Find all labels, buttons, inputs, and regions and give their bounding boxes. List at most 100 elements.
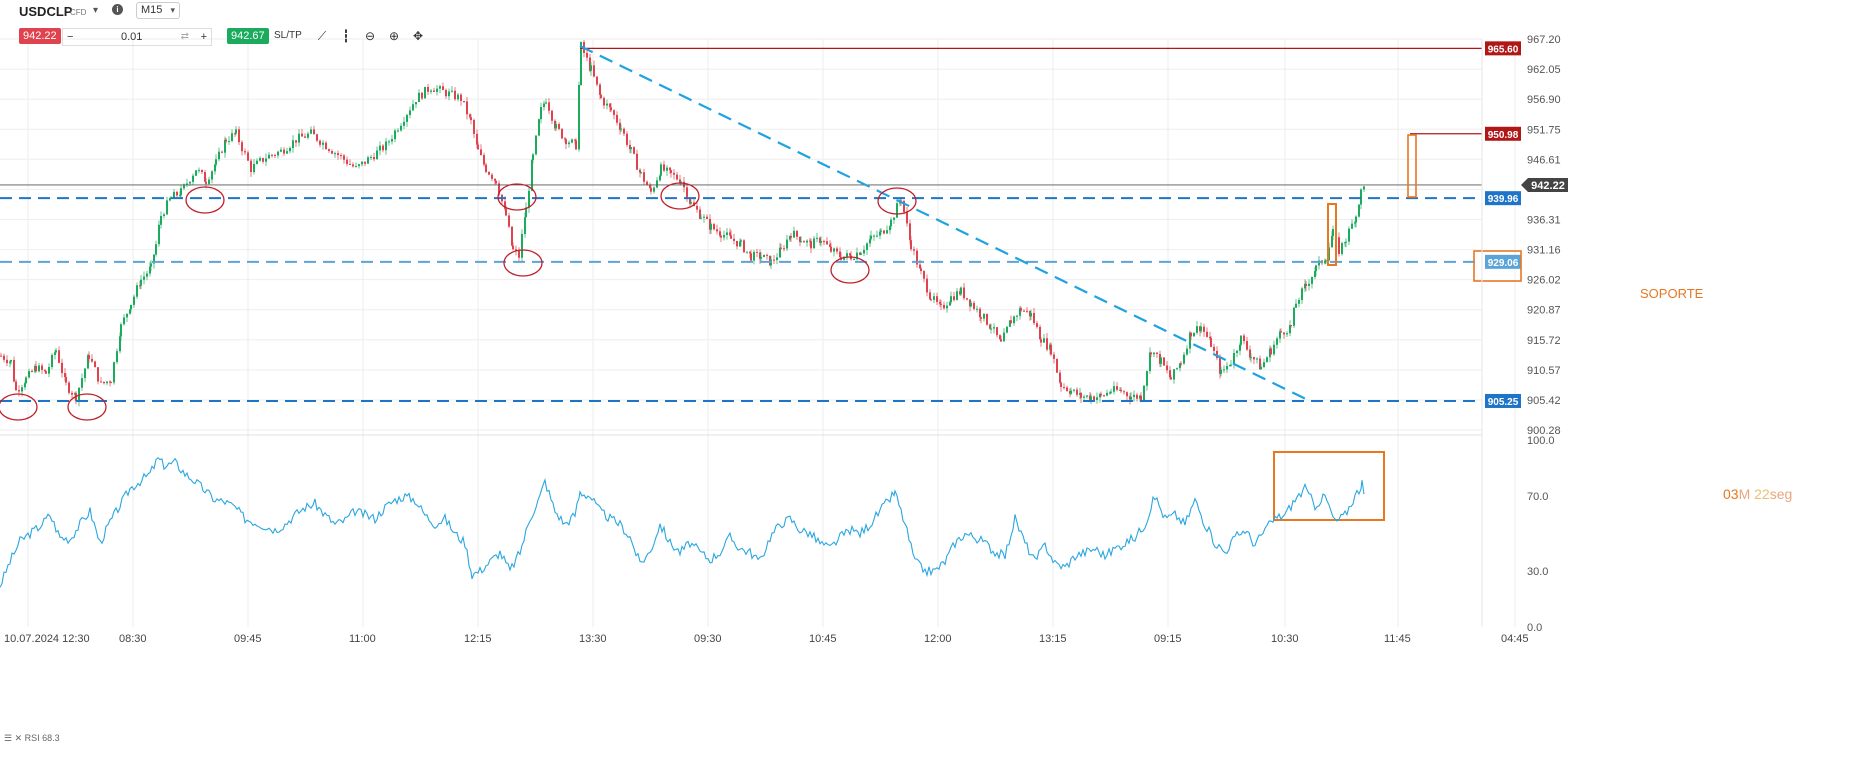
candle <box>301 133 303 137</box>
zoom-out-icon[interactable]: ⊖ <box>364 29 376 43</box>
sell-price-button[interactable]: 942.22 <box>19 28 61 44</box>
rsi-indicator-tag[interactable]: ☰ ✕ RSI 68.3 <box>4 733 60 743</box>
candle <box>1010 320 1012 324</box>
x-tick-label: 08:30 <box>119 633 147 645</box>
candle <box>893 217 895 220</box>
candle <box>1076 389 1078 395</box>
candle <box>195 170 197 176</box>
level-tag-text: 950.98 <box>1488 130 1519 141</box>
candle <box>926 278 928 293</box>
candle <box>283 149 285 154</box>
line-chart-icon[interactable]: ⟋ <box>317 29 327 43</box>
candle <box>400 125 402 131</box>
candle <box>650 187 652 192</box>
candle <box>21 387 23 392</box>
plus-button[interactable]: + <box>200 31 207 43</box>
candle <box>596 76 598 85</box>
rsi-line <box>0 457 1365 588</box>
candle <box>515 249 517 251</box>
candle <box>1270 348 1272 355</box>
current-price-text: 942.22 <box>1531 180 1565 192</box>
candle <box>238 129 240 143</box>
candle <box>1150 352 1152 355</box>
touch-circle <box>830 256 870 284</box>
candle <box>244 151 246 153</box>
candle <box>593 65 595 77</box>
candle <box>943 304 945 309</box>
candle <box>241 142 243 152</box>
candle <box>295 140 297 143</box>
minus-button[interactable]: − <box>67 31 74 43</box>
countdown-m: M <box>1738 486 1751 502</box>
candle-countdown: 03M 22seg <box>1723 486 1792 502</box>
candle <box>673 172 675 175</box>
candle <box>87 355 89 369</box>
quantity-stepper[interactable]: − 0.01 ⇄ + <box>62 28 212 46</box>
candle <box>68 382 70 393</box>
candle <box>1019 308 1021 316</box>
candle <box>713 224 715 230</box>
quantity-input[interactable]: 0.01 <box>121 31 143 43</box>
rsi-tick-label: 0.0 <box>1527 622 1542 634</box>
candle <box>1156 352 1158 354</box>
candle <box>1345 241 1347 243</box>
candle <box>1318 260 1320 266</box>
candle <box>913 249 915 251</box>
candle <box>10 360 12 362</box>
info-icon[interactable]: i <box>112 4 123 15</box>
candle <box>1093 396 1095 400</box>
candle <box>620 128 622 130</box>
candle <box>1209 336 1211 339</box>
candle <box>558 124 560 129</box>
candle <box>234 133 236 135</box>
candle <box>1256 358 1258 360</box>
candle <box>743 240 745 253</box>
swap-icon[interactable]: ⇄ <box>180 31 189 42</box>
buy-price-button[interactable]: 942.67 <box>227 28 269 44</box>
candle <box>221 151 223 153</box>
candle <box>35 365 37 372</box>
candle <box>1153 352 1155 355</box>
x-tick-label: 09:30 <box>694 633 722 645</box>
candle <box>149 266 151 274</box>
candle <box>1289 325 1291 334</box>
caret-down-icon[interactable]: ▾ <box>93 5 99 16</box>
y-tick-label: 936.31 <box>1527 214 1561 226</box>
candle <box>659 175 661 181</box>
candle <box>286 151 288 154</box>
crosshair-icon[interactable]: ✥ <box>412 29 424 43</box>
candle <box>442 86 444 91</box>
candle <box>946 305 948 309</box>
candle <box>512 245 514 250</box>
x-tick-label: 10.07.2024 12:30 <box>4 633 90 645</box>
candle <box>766 254 768 256</box>
candle <box>623 128 625 134</box>
candle <box>1053 354 1055 359</box>
candle <box>129 309 131 314</box>
candle <box>169 198 171 201</box>
zoom-in-icon[interactable]: ⊕ <box>388 29 400 43</box>
candle <box>823 241 825 243</box>
candle <box>1325 260 1327 262</box>
candle <box>385 141 387 151</box>
candle <box>1003 332 1005 342</box>
candle <box>669 167 671 171</box>
candle <box>64 373 66 378</box>
candle <box>504 201 506 209</box>
candle <box>328 149 330 152</box>
candle <box>211 171 213 180</box>
rsi-box <box>1273 451 1385 521</box>
candle <box>996 327 998 336</box>
timeframe-select[interactable]: M15 ▾ <box>136 2 180 19</box>
symbol-label[interactable]: USDCLP <box>19 4 73 19</box>
candle <box>1203 326 1205 332</box>
candles-icon[interactable]: ┇ <box>342 29 350 43</box>
candle <box>176 191 178 196</box>
x-tick-label: 09:45 <box>234 633 262 645</box>
candle <box>756 251 758 253</box>
sltp-button[interactable]: SL/TP <box>274 30 302 41</box>
candle <box>119 336 121 352</box>
candle <box>1143 385 1145 401</box>
candle <box>228 140 230 142</box>
